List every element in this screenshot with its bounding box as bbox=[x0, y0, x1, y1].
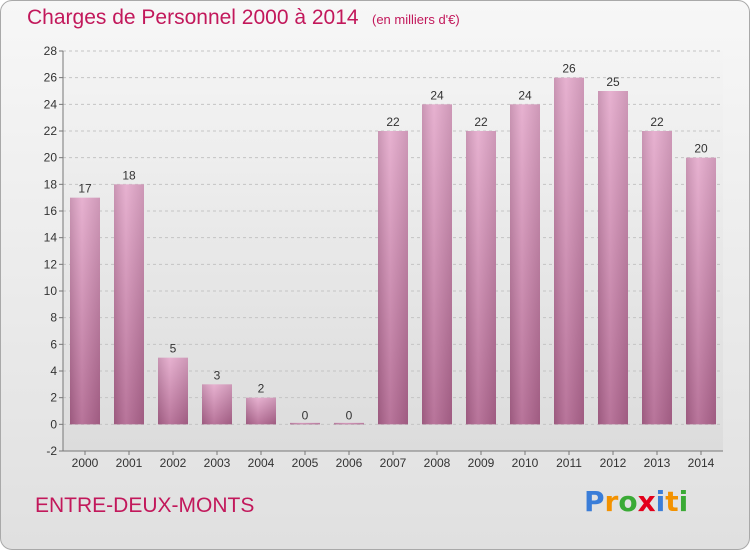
y-tick-label: 28 bbox=[44, 44, 58, 58]
x-tick-label: 2002 bbox=[160, 456, 187, 470]
x-tick-label: 2013 bbox=[644, 456, 671, 470]
bar-shading bbox=[158, 357, 188, 425]
y-tick-label: 14 bbox=[44, 231, 58, 245]
commune-name: ENTRE-DEUX-MONTS bbox=[35, 494, 255, 517]
bar-shading bbox=[246, 397, 276, 425]
logo-letter: t bbox=[665, 485, 679, 518]
data-label: 5 bbox=[170, 342, 177, 356]
chart-subtitle: (en milliers d'€) bbox=[372, 12, 460, 27]
data-label: 22 bbox=[386, 115, 400, 129]
logo-letter: i bbox=[655, 485, 666, 518]
bar-shading bbox=[686, 157, 716, 425]
x-tick-label: 2006 bbox=[336, 456, 363, 470]
y-tick-label: 18 bbox=[44, 177, 58, 191]
x-tick-label: 2014 bbox=[688, 456, 715, 470]
y-tick-label: 16 bbox=[44, 204, 58, 218]
y-tick-label: 20 bbox=[44, 151, 58, 165]
bar-shading bbox=[70, 197, 100, 425]
data-label: 17 bbox=[78, 182, 92, 196]
data-label: 0 bbox=[346, 408, 353, 422]
x-tick-label: 2008 bbox=[424, 456, 451, 470]
y-tick-label: -2 bbox=[46, 444, 57, 458]
bar-shading bbox=[510, 104, 540, 425]
x-tick-label: 2012 bbox=[600, 456, 627, 470]
y-tick-label: 22 bbox=[44, 124, 58, 138]
data-label: 24 bbox=[518, 88, 532, 102]
data-label: 2 bbox=[258, 382, 265, 396]
data-label: 24 bbox=[430, 88, 444, 102]
logo-letter: P bbox=[584, 485, 605, 518]
bar-shading bbox=[642, 131, 672, 425]
bar-shading bbox=[202, 384, 232, 425]
bar-shading bbox=[114, 184, 144, 425]
logo-letter: r bbox=[604, 485, 619, 518]
y-tick-label: 0 bbox=[50, 417, 57, 431]
proxiti-logo: Proxiti bbox=[584, 485, 688, 518]
bar-shading bbox=[378, 131, 408, 425]
y-tick-label: 26 bbox=[44, 71, 58, 85]
y-tick-label: 4 bbox=[50, 364, 57, 378]
data-label: 3 bbox=[214, 368, 221, 382]
data-label: 26 bbox=[562, 62, 576, 76]
y-tick-label: 2 bbox=[50, 391, 57, 405]
chart-title: Charges de Personnel 2000 à 2014 bbox=[27, 6, 359, 29]
x-tick-label: 2004 bbox=[248, 456, 275, 470]
x-tick-label: 2007 bbox=[380, 456, 407, 470]
data-label: 20 bbox=[694, 142, 708, 156]
y-tick-label: 10 bbox=[44, 284, 58, 298]
bar-shading bbox=[290, 422, 320, 425]
logo-letter: i bbox=[678, 485, 689, 518]
data-label: 0 bbox=[302, 408, 309, 422]
y-tick-label: 24 bbox=[44, 97, 58, 111]
logo-letter: o bbox=[618, 485, 638, 518]
bar-shading bbox=[598, 91, 628, 425]
x-tick-label: 2009 bbox=[468, 456, 495, 470]
x-tick-label: 2001 bbox=[116, 456, 143, 470]
data-label: 25 bbox=[606, 75, 620, 89]
bar-shading bbox=[466, 131, 496, 425]
data-label: 22 bbox=[474, 115, 488, 129]
x-tick-label: 2011 bbox=[556, 456, 582, 470]
y-tick-label: 6 bbox=[50, 337, 57, 351]
bar-shading bbox=[554, 77, 584, 425]
x-tick-label: 2010 bbox=[512, 456, 539, 470]
y-tick-label: 8 bbox=[50, 311, 57, 325]
x-tick-label: 2000 bbox=[72, 456, 99, 470]
y-tick-label: 12 bbox=[44, 257, 58, 271]
logo-letter: x bbox=[637, 485, 656, 518]
data-label: 22 bbox=[650, 115, 664, 129]
bar-shading bbox=[334, 422, 364, 425]
x-tick-label: 2003 bbox=[204, 456, 231, 470]
bar-shading bbox=[422, 104, 452, 425]
data-label: 18 bbox=[122, 168, 136, 182]
x-tick-label: 2005 bbox=[292, 456, 319, 470]
